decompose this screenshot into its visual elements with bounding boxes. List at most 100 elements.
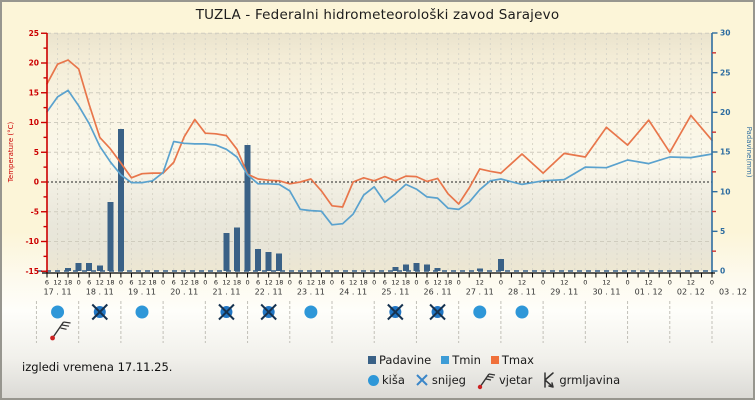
legend-item-kisa: kiša xyxy=(368,373,405,387)
precip-bar xyxy=(255,248,262,271)
svg-text:25: 25 xyxy=(29,29,39,38)
svg-text:0: 0 xyxy=(161,279,165,287)
svg-text:5: 5 xyxy=(720,227,725,236)
x-axis: 6 12 18 017 . 116 12 18 018 . 116 12 18 019 . 116… xyxy=(42,272,747,297)
legend-label: grmljavina xyxy=(559,373,621,387)
svg-text:6: 6 xyxy=(214,279,218,287)
svg-text:12: 12 xyxy=(222,279,230,287)
svg-text:6: 6 xyxy=(87,279,91,287)
svg-text:25: 25 xyxy=(720,68,730,77)
grid xyxy=(37,32,713,272)
svg-text:0: 0 xyxy=(414,279,418,287)
svg-text:12: 12 xyxy=(645,279,653,287)
legend-label: vjetar xyxy=(498,373,533,387)
date-label: 18 . 11 xyxy=(86,288,114,297)
svg-text:18: 18 xyxy=(444,279,452,287)
snowflake-x-icon xyxy=(218,303,235,321)
svg-text:6: 6 xyxy=(383,279,387,287)
svg-text:12: 12 xyxy=(433,279,441,287)
svg-text:20: 20 xyxy=(720,108,730,117)
svg-text:15: 15 xyxy=(29,88,39,97)
svg-text:6: 6 xyxy=(340,279,344,287)
rain-dot-icon xyxy=(135,305,149,319)
snowflake-x-icon xyxy=(260,303,277,321)
date-label: 17 . 11 xyxy=(44,288,72,297)
precip-bars xyxy=(65,128,504,271)
svg-text:6: 6 xyxy=(425,279,429,287)
svg-text:12: 12 xyxy=(138,279,146,287)
svg-text:18: 18 xyxy=(106,279,114,287)
snowflake-x-icon xyxy=(91,303,108,321)
svg-text:0: 0 xyxy=(34,178,39,187)
svg-text:6: 6 xyxy=(256,279,260,287)
footer-caption: izgledi vremena 17.11.25. xyxy=(22,360,173,374)
svg-text:10: 10 xyxy=(720,187,730,196)
svg-text:18: 18 xyxy=(402,279,410,287)
date-label: 28 . 11 xyxy=(508,288,536,297)
snowflake-x-icon xyxy=(387,303,404,321)
precip-bar xyxy=(75,263,82,271)
right-axis: 0 5 10 15 20 25 30 Padavine(mm) xyxy=(711,29,753,276)
legend-label: snijeg xyxy=(431,373,466,387)
precip-bar xyxy=(65,267,72,271)
precip-bar xyxy=(265,251,272,271)
rain-dot-icon xyxy=(515,305,529,319)
svg-text:-10: -10 xyxy=(25,237,39,246)
legend-label: Tmin xyxy=(452,353,481,367)
legend-label: Padavine xyxy=(379,353,432,367)
left-axis: -15 -10 -5 0 5 10 15 20 25 Temperature (°C) xyxy=(7,29,48,276)
precip-bar xyxy=(86,263,93,271)
svg-text:0: 0 xyxy=(119,279,123,287)
svg-text:18: 18 xyxy=(191,279,199,287)
svg-text:6: 6 xyxy=(298,279,302,287)
svg-text:18: 18 xyxy=(360,279,368,287)
date-label: 03 . 12 xyxy=(719,288,747,297)
svg-text:0: 0 xyxy=(457,279,461,287)
svg-text:-15: -15 xyxy=(25,267,39,276)
svg-text:0: 0 xyxy=(720,267,725,276)
svg-text:12: 12 xyxy=(96,279,104,287)
svg-text:12: 12 xyxy=(180,279,188,287)
wind-barb-icon xyxy=(50,321,71,341)
tmin-swatch-icon xyxy=(441,356,450,364)
precip-bar xyxy=(497,259,504,271)
tmin-line xyxy=(46,89,713,226)
svg-text:0: 0 xyxy=(245,279,249,287)
date-label: 30 . 11 xyxy=(592,288,620,297)
svg-text:12: 12 xyxy=(307,279,315,287)
precip-bar xyxy=(234,227,240,271)
day-icons xyxy=(35,301,713,343)
date-label: 25 . 11 xyxy=(381,288,409,297)
svg-text:12: 12 xyxy=(349,279,357,287)
date-label: 22 . 11 xyxy=(255,288,283,297)
svg-text:0: 0 xyxy=(499,279,503,287)
svg-text:30: 30 xyxy=(720,29,730,38)
date-label: 29 . 11 xyxy=(550,288,578,297)
precip-bar xyxy=(392,267,399,271)
precip-bar xyxy=(117,128,124,271)
date-label: 01 . 12 xyxy=(635,288,663,297)
svg-text:12: 12 xyxy=(602,279,610,287)
svg-text:0: 0 xyxy=(668,279,672,287)
svg-text:18: 18 xyxy=(233,279,241,287)
svg-text:-5: -5 xyxy=(31,207,39,216)
svg-text:0: 0 xyxy=(203,279,207,287)
date-label: 24 . 11 xyxy=(339,288,367,297)
svg-text:6: 6 xyxy=(172,279,176,287)
legend-item-padavine: Padavine xyxy=(368,353,431,367)
precip-bar xyxy=(244,144,251,271)
left-axis-title: Temperature (°C) xyxy=(7,122,15,184)
date-label: 19 . 11 xyxy=(128,288,156,297)
right-axis-title: Padavine(mm) xyxy=(745,127,753,178)
legend-item-tmax: Tmax xyxy=(490,353,534,367)
date-label: 26 . 11 xyxy=(424,288,452,297)
precip-bar xyxy=(107,201,114,271)
precip-bar xyxy=(276,253,283,271)
svg-text:18: 18 xyxy=(64,279,72,287)
rain-dot-icon xyxy=(473,305,487,319)
svg-text:0: 0 xyxy=(583,279,587,287)
padavine-swatch-icon xyxy=(368,356,376,364)
rain-dot-icon xyxy=(51,305,65,319)
